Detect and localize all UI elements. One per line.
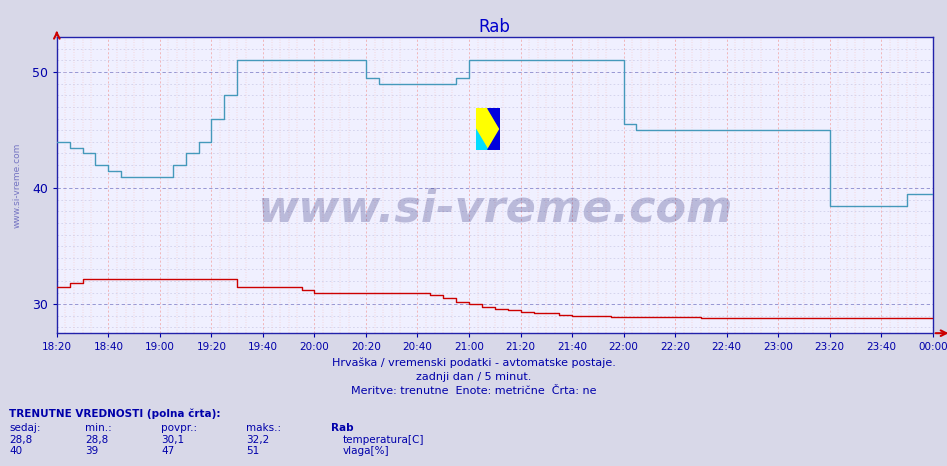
Text: min.:: min.: [85,423,112,432]
Text: www.si-vreme.com: www.si-vreme.com [13,143,22,228]
Polygon shape [475,129,488,150]
Text: Rab: Rab [331,423,354,432]
Text: maks.:: maks.: [246,423,281,432]
Text: Meritve: trenutne  Enote: metrične  Črta: ne: Meritve: trenutne Enote: metrične Črta: … [350,386,597,396]
Text: 40: 40 [9,446,23,456]
Text: vlaga[%]: vlaga[%] [343,446,389,456]
Text: 28,8: 28,8 [9,435,33,445]
Text: www.si-vreme.com: www.si-vreme.com [257,187,733,230]
Text: zadnji dan / 5 minut.: zadnji dan / 5 minut. [416,372,531,382]
Text: 30,1: 30,1 [161,435,184,445]
Polygon shape [488,129,500,150]
Text: 32,2: 32,2 [246,435,270,445]
Text: 47: 47 [161,446,174,456]
Text: sedaj:: sedaj: [9,423,41,432]
Text: TRENUTNE VREDNOSTI (polna črta):: TRENUTNE VREDNOSTI (polna črta): [9,409,221,419]
Text: 51: 51 [246,446,259,456]
Text: 28,8: 28,8 [85,435,109,445]
Text: 39: 39 [85,446,98,456]
Text: temperatura[C]: temperatura[C] [343,435,424,445]
Text: povpr.:: povpr.: [161,423,197,432]
Title: Rab: Rab [479,18,510,36]
Text: Hrvaška / vremenski podatki - avtomatske postaje.: Hrvaška / vremenski podatki - avtomatske… [331,357,616,368]
Polygon shape [475,108,500,150]
Polygon shape [488,108,500,129]
